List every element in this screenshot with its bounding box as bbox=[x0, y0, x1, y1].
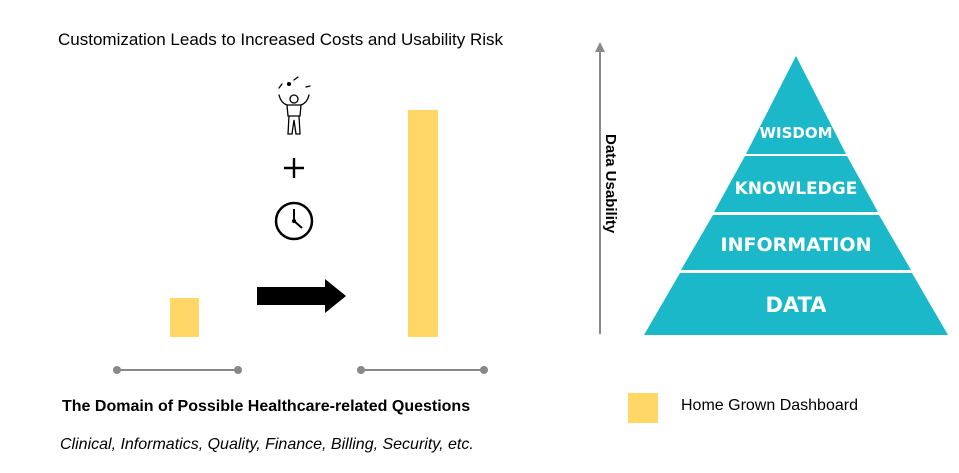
bar-large bbox=[408, 110, 438, 337]
clock-icon bbox=[274, 201, 314, 241]
range-line-left bbox=[113, 366, 242, 374]
axis-label-container: Data Usability bbox=[599, 134, 659, 259]
pyramid-label-data: DATA bbox=[765, 293, 827, 317]
axis-label: Data Usability bbox=[602, 134, 619, 234]
legend-swatch bbox=[628, 393, 658, 423]
usability-axis bbox=[595, 42, 605, 334]
chart-title: Customization Leads to Increased Costs a… bbox=[58, 30, 504, 49]
bar-small bbox=[170, 298, 199, 337]
domain-title: The Domain of Possible Healthcare-relate… bbox=[62, 398, 471, 415]
range-line-right bbox=[357, 366, 488, 374]
right-arrow-icon bbox=[257, 279, 346, 313]
domain-subtitle: Clinical, Informatics, Quality, Finance,… bbox=[60, 436, 474, 453]
plus-icon bbox=[284, 158, 304, 178]
pyramid-label-information: INFORMATION bbox=[721, 234, 872, 256]
legend-label: Home Grown Dashboard bbox=[681, 397, 858, 414]
pyramid-tier-knowledge bbox=[714, 156, 878, 212]
knowledge-pyramid: WISDOM KNOWLEDGE INFORMATION DATA bbox=[644, 56, 948, 335]
pyramid-tier-information bbox=[681, 215, 911, 270]
juggler-icon bbox=[278, 76, 311, 135]
pyramid-label-knowledge: KNOWLEDGE bbox=[735, 179, 858, 199]
pyramid-label-wisdom: WISDOM bbox=[759, 124, 832, 142]
pyramid-tier-wisdom bbox=[746, 56, 846, 154]
pyramid-tier-data bbox=[644, 273, 948, 335]
